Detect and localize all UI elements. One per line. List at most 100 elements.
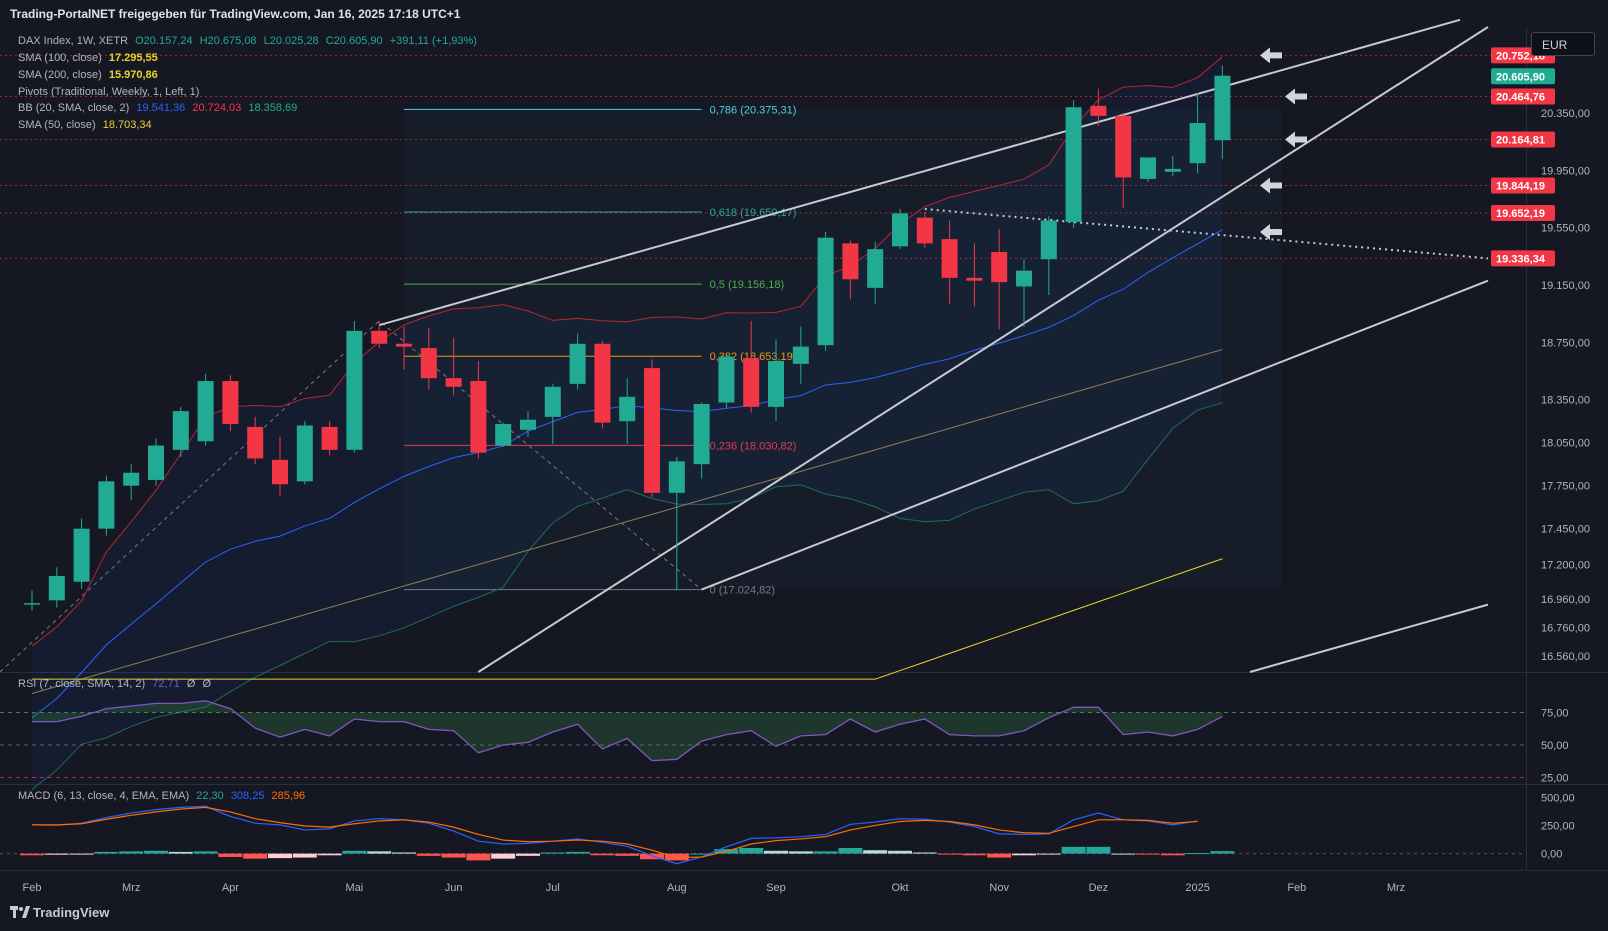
candle-body: [693, 403, 710, 465]
macd-histogram-bar: [342, 850, 367, 854]
candle-body: [817, 237, 834, 346]
y-tick-label: 19.950,00: [1541, 165, 1590, 177]
candle-body: [916, 217, 933, 244]
legend-macd-v1: 22,30: [196, 790, 224, 802]
candle-body: [48, 575, 65, 601]
macd-tick-label: 500,00: [1541, 792, 1575, 804]
annotation-arrow-icon: [1260, 47, 1282, 64]
y-tick-label: 16.760,00: [1541, 623, 1590, 635]
price-badge-label: 20.164,81: [1496, 135, 1545, 147]
candle-body: [718, 356, 735, 403]
candle-body: [991, 252, 1008, 283]
legend-macd-v3: 285,96: [271, 790, 306, 802]
x-tick-label: Mrz: [1387, 882, 1405, 894]
annotation-arrow-icon: [1285, 131, 1307, 148]
macd-histogram-bar: [44, 853, 69, 855]
macd-histogram-bar: [268, 853, 292, 859]
candle-body: [1214, 75, 1231, 141]
signal-line: [32, 806, 1198, 859]
macd-histogram-bar: [144, 850, 168, 854]
candle-body: [1065, 107, 1082, 222]
macd-histogram-bar: [1012, 853, 1036, 856]
macd-histogram-bar: [590, 853, 615, 856]
price-badge: [1491, 205, 1555, 222]
candle-body: [520, 419, 536, 430]
parallel-channel-line: [1249, 603, 1489, 673]
candle-body: [1115, 115, 1132, 178]
currency-selector[interactable]: EUR: [1531, 32, 1595, 56]
price-badge: [1491, 88, 1555, 105]
legend-rsi[interactable]: RSI (7, close, SMA, 14, 2) 72,71 Ø Ø: [18, 678, 215, 690]
candle-body: [98, 481, 115, 529]
legend-sma200[interactable]: SMA (200, close) 15.970,86: [18, 69, 162, 81]
fib-level-label: 0,5 (19.156,18): [710, 279, 785, 291]
macd-histogram-bar: [1185, 853, 1210, 855]
macd-histogram-bar: [1111, 853, 1136, 855]
x-tick-label: 2025: [1185, 882, 1209, 894]
candle-body: [396, 343, 412, 347]
x-tick-label: Okt: [891, 882, 908, 894]
legend-rsi-value: 72,71: [152, 678, 180, 690]
legend-main[interactable]: DAX Index, 1W, XETR O20.157,24 H20.675,0…: [18, 35, 481, 47]
macd-histogram-bar: [69, 853, 94, 855]
price-badge-label: 20.464,76: [1496, 92, 1545, 104]
annotation-arrow-icon: [1260, 223, 1282, 240]
macd-histogram-bar: [912, 852, 937, 854]
candle-body: [247, 426, 264, 459]
bb-lower-line: [31, 402, 1223, 790]
macd-histogram-bar: [813, 851, 838, 854]
candle-body: [272, 459, 288, 485]
x-tick-label: Apr: [222, 882, 239, 894]
macd-histogram-bar: [317, 853, 342, 856]
legend-bb-lower: 18.358,69: [248, 102, 298, 114]
legend-sma50-name: SMA (50, close): [18, 119, 96, 131]
macd-tick-label: 0,00: [1541, 849, 1562, 861]
legend-bb-basis: 19.541,36: [136, 102, 186, 114]
macd-histogram-bar: [615, 853, 640, 856]
candle-body: [668, 461, 685, 493]
macd-histogram-bar: [764, 850, 788, 854]
legend-pivots-name: Pivots (Traditional, Weekly, 1, Left, 1): [18, 86, 200, 98]
y-tick-label: 17.200,00: [1541, 560, 1590, 572]
legend-pivots[interactable]: Pivots (Traditional, Weekly, 1, Left, 1): [18, 86, 203, 98]
legend-sma100-name: SMA (100, close): [18, 52, 102, 64]
macd-histogram-bar: [218, 853, 243, 857]
candle-body: [172, 411, 189, 450]
legend-change: +391,11 (+1,93%): [389, 35, 477, 47]
macd-histogram-bar: [987, 853, 1012, 858]
legend-rsi-v2: Ø: [186, 678, 196, 690]
legend-close: C20.605,90: [325, 35, 383, 47]
candle-body: [619, 396, 636, 422]
macd-histogram-bar: [739, 847, 764, 854]
price-badge-label: 19.336,34: [1496, 253, 1546, 265]
macd-histogram-bar: [516, 853, 540, 856]
macd-histogram-bar: [937, 853, 962, 855]
legend-bb[interactable]: BB (20, SMA, close, 2) 19.541,36 20.724,…: [18, 102, 301, 114]
legend-sma50-value: 18.703,34: [102, 119, 152, 131]
candle-body: [1140, 157, 1156, 179]
macd-histogram-bar: [416, 853, 441, 856]
candle-body: [346, 330, 363, 450]
legend-sma100[interactable]: SMA (100, close) 17.295,55: [18, 52, 162, 64]
x-tick-label: Sep: [766, 882, 786, 894]
legend-sma50[interactable]: SMA (50, close) 18.703,34: [18, 119, 156, 131]
candle-body: [842, 243, 859, 280]
macd-pane: 500,00 250,00 0,00: [0, 792, 1575, 865]
macd-histogram-bar: [1036, 853, 1061, 855]
tradingview-brand: TradingView: [10, 905, 109, 920]
x-tick-label: Jul: [546, 882, 560, 894]
y-tick-label: 16.960,00: [1541, 594, 1590, 606]
macd-histogram-bar: [565, 851, 590, 854]
macd-histogram-bar: [888, 850, 912, 854]
macd-histogram-bar: [863, 850, 888, 854]
price-badge: [1491, 177, 1555, 194]
fib-level-label: 0,236 (18.030,82): [710, 440, 797, 452]
x-tick-label: Aug: [667, 882, 687, 894]
candle-body: [892, 213, 908, 247]
candles: [24, 47, 1307, 611]
legend-sma100-value: 17.295,55: [108, 52, 158, 64]
candle-body: [222, 381, 239, 425]
legend-macd[interactable]: MACD (6, 13, close, 4, EMA, EMA) 22,30 3…: [18, 790, 309, 802]
y-tick-label: 17.450,00: [1541, 524, 1590, 536]
